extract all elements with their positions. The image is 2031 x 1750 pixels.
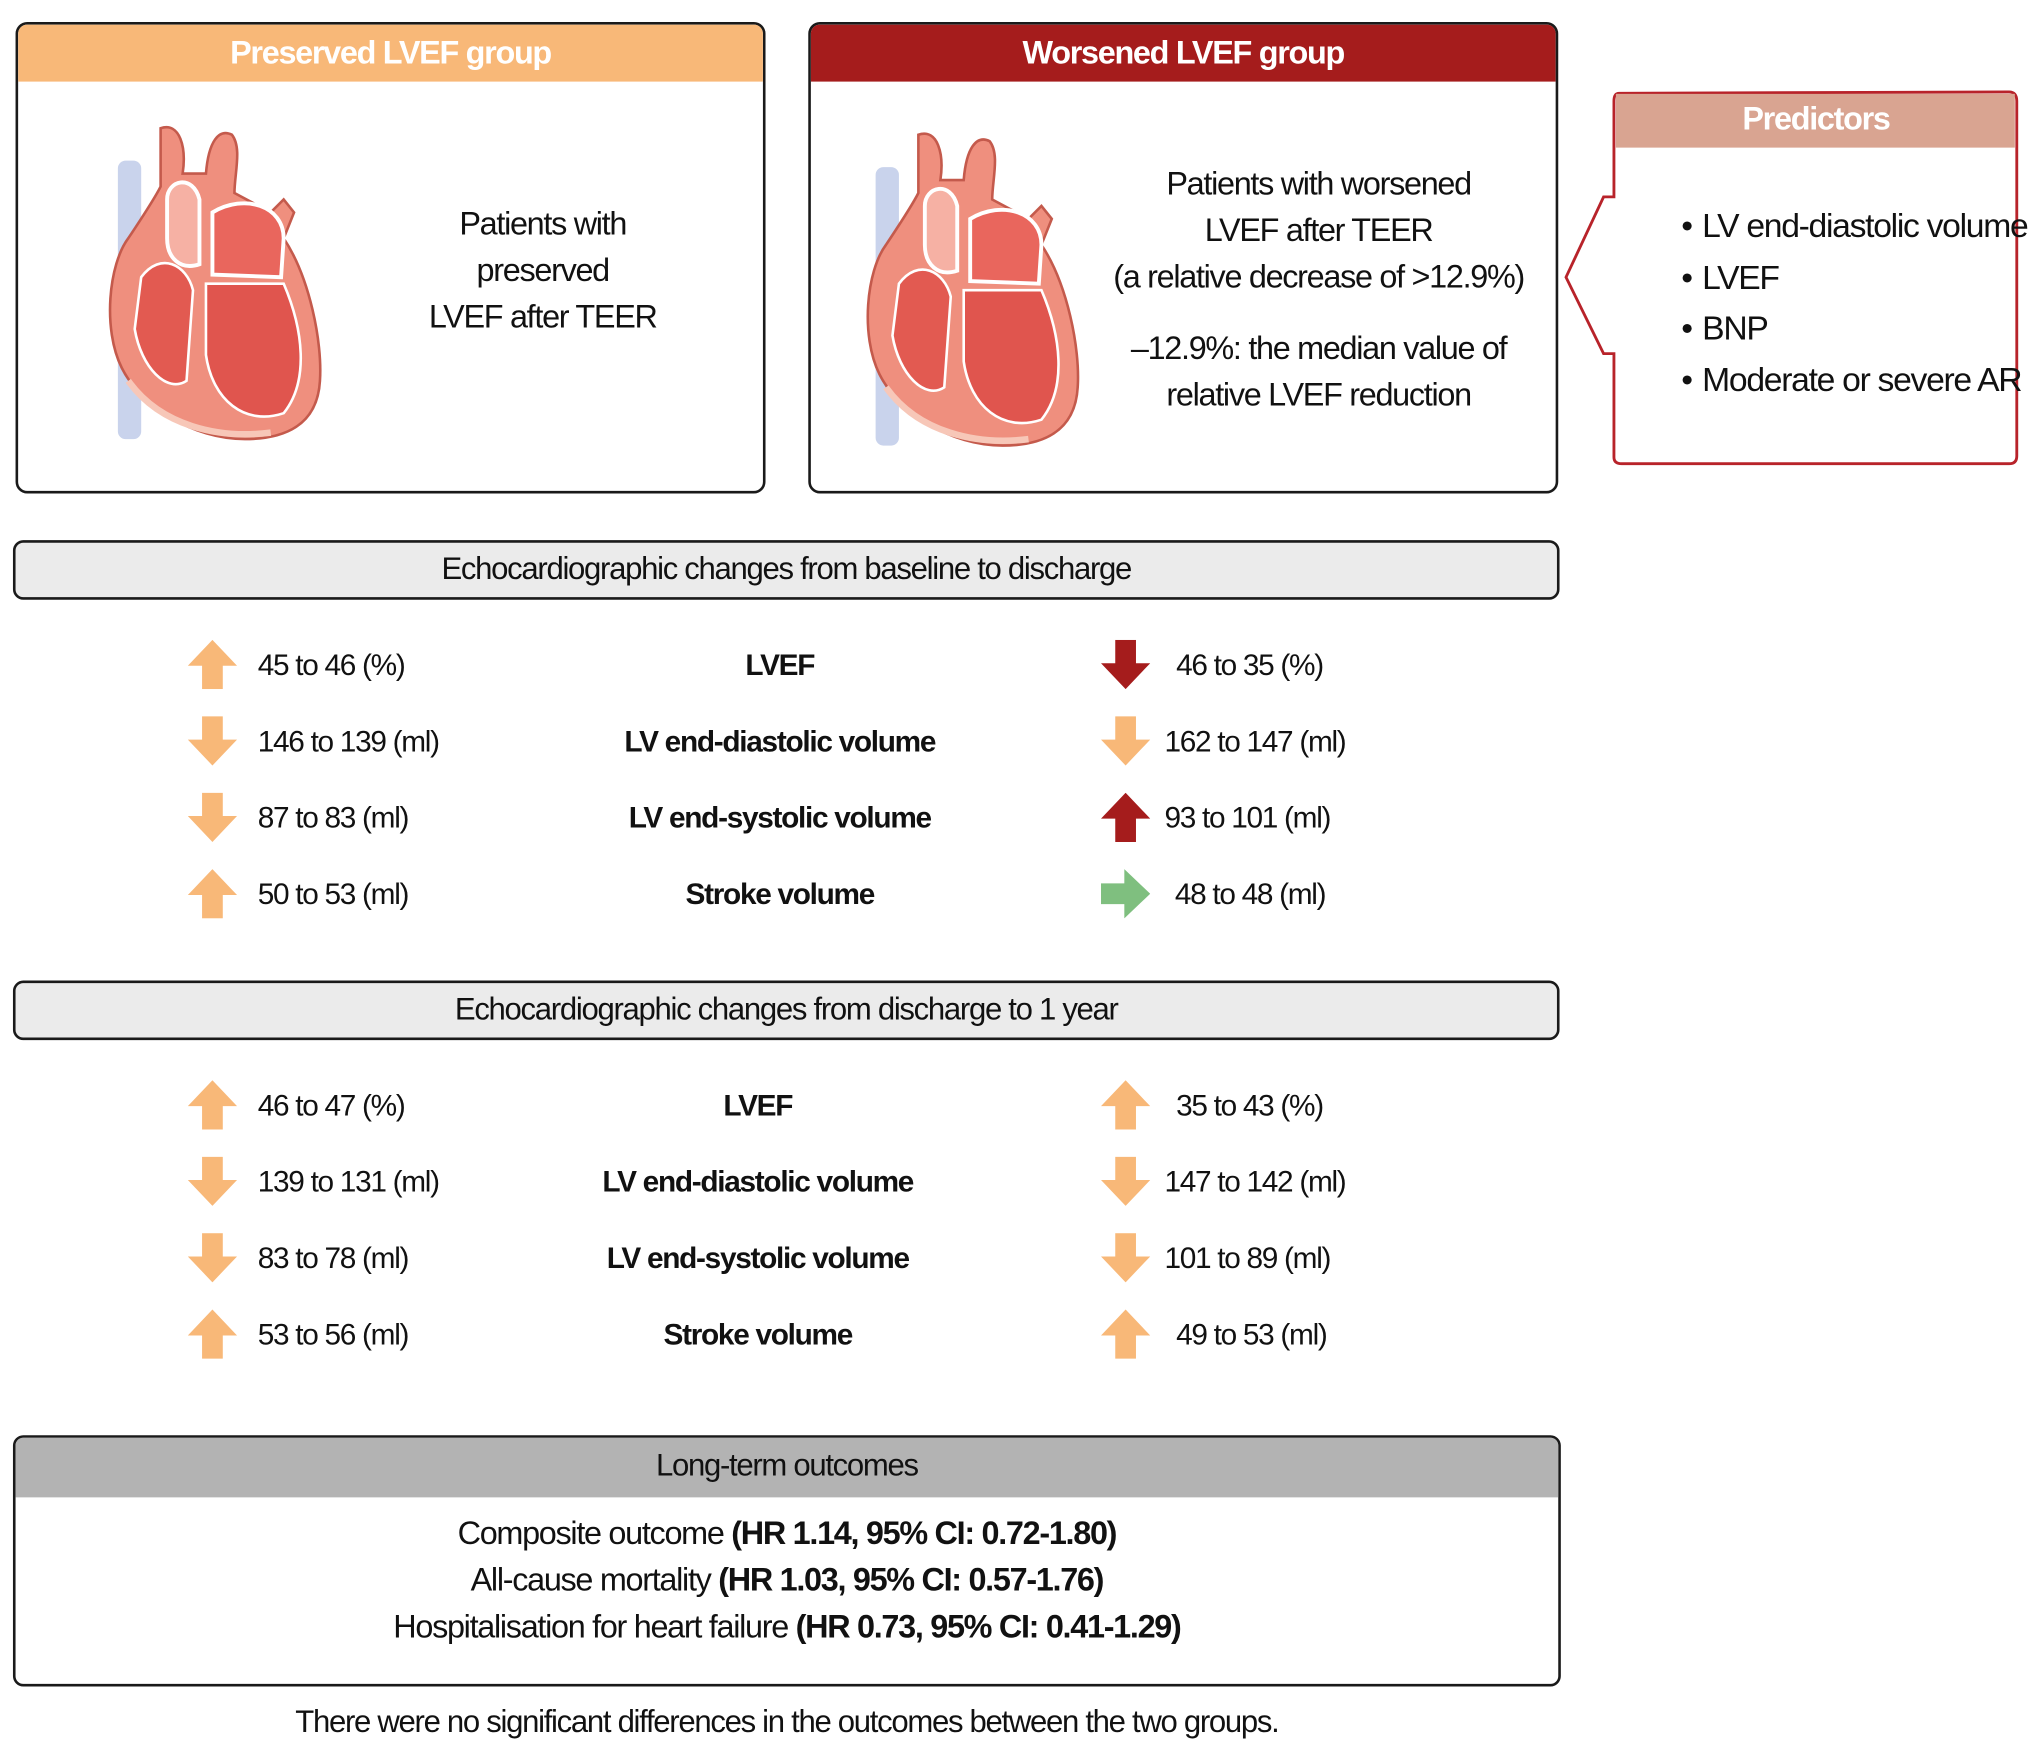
- outcome-hr: (HR 1.03, 95% CI: 0.57-1.76): [718, 1562, 1104, 1599]
- parameter-label: Stroke volume: [685, 876, 876, 911]
- outcome-hr: (HR 0.73, 95% CI: 0.41-1.29): [795, 1608, 1182, 1646]
- predictor-item: Moderate or severe AR: [1681, 354, 2027, 405]
- arrow-down-icon: [187, 1233, 238, 1283]
- arrow-up-icon: [1101, 1309, 1151, 1359]
- worsened-value: 162 to 147 (ml): [1164, 724, 1346, 758]
- parameter-label: LVEF: [745, 647, 815, 682]
- preserved-group-title: Preserved LVEF group: [18, 24, 763, 82]
- arrow-down-icon: [1101, 1156, 1151, 1206]
- preserved-group-panel: Preserved LVEF group Patients with prese…: [15, 22, 766, 494]
- arrow-up-icon: [187, 1309, 238, 1359]
- parameter-label: LV end-diastolic volume: [602, 1164, 914, 1199]
- preserved-value: 87 to 83 (ml): [257, 800, 410, 835]
- preserved-line: Patients with: [459, 205, 627, 243]
- preserved-value: 83 to 78 (ml): [257, 1240, 410, 1275]
- comparison-row: 50 to 53 (ml) Stroke volume 48 to 48 (ml…: [0, 868, 1554, 920]
- outcomes-list: Composite outcome (HR 1.14, 95% CI: 0.72…: [16, 1497, 1559, 1650]
- worsened-value: 46 to 35 (%): [1176, 647, 1324, 682]
- comparison-row: 83 to 78 (ml) LV end-systolic volume 101…: [0, 1232, 1554, 1284]
- worsened-value: 48 to 48 (ml): [1174, 876, 1327, 911]
- predictor-item: LVEF: [1681, 252, 2027, 303]
- worsened-value: 147 to 142 (ml): [1164, 1164, 1346, 1199]
- arrow-down-icon: [187, 716, 238, 766]
- worsened-group-title: Worsened LVEF group: [810, 24, 1556, 82]
- predictors-list: LV end-diastolic volume LVEF BNP Moderat…: [1681, 201, 2029, 406]
- worsened-value: 35 to 43 (%): [1176, 1088, 1324, 1122]
- worsened-group-panel: Worsened LVEF group Patients with worsen…: [808, 22, 1559, 494]
- parameter-label: LV end-systolic volume: [628, 800, 932, 835]
- parameter-label: LVEF: [723, 1088, 793, 1122]
- worsened-description: Patients with worsened LVEF after TEER (…: [1098, 161, 1538, 419]
- outcome-mortality: All-cause mortality (HR 1.03, 95% CI: 0.…: [16, 1557, 1559, 1604]
- comparison-row: 146 to 139 (ml) LV end-diastolic volume …: [0, 715, 1554, 767]
- outcome-hf-hospitalisation: Hospitalisation for heart failure (HR 0.…: [16, 1604, 1559, 1651]
- arrow-down-icon: [187, 1156, 238, 1206]
- parameter-label: LV end-diastolic volume: [624, 724, 936, 758]
- arrow-up-icon: [187, 639, 238, 690]
- arrow-down-icon: [1101, 1233, 1151, 1283]
- heart-illustration-icon: [866, 132, 1080, 447]
- worsened-note-line: –12.9%: the median value of: [1130, 330, 1508, 367]
- worsened-line: Patients with worsened: [1166, 165, 1472, 203]
- preserved-value: 50 to 53 (ml): [257, 876, 410, 911]
- outcome-name: Composite outcome: [457, 1515, 732, 1552]
- arrow-down-icon: [187, 792, 238, 842]
- worsened-line: LVEF after TEER: [1204, 212, 1434, 249]
- comparison-row: 53 to 56 (ml) Stroke volume 49 to 53 (ml…: [0, 1308, 1554, 1360]
- arrow-down-icon: [1101, 716, 1151, 766]
- preserved-description: Patients with preserved LVEF after TEER: [407, 201, 679, 341]
- outcome-name: Hospitalisation for heart failure: [393, 1608, 796, 1646]
- outcomes-title: Long-term outcomes: [15, 1437, 1559, 1498]
- preserved-value: 46 to 47 (%): [257, 1088, 406, 1122]
- heart-illustration-icon: [108, 125, 322, 441]
- long-term-outcomes-panel: Long-term outcomes Composite outcome (HR…: [12, 1435, 1561, 1687]
- parameter-label: Stroke volume: [663, 1317, 854, 1351]
- preserved-line: preserved: [476, 252, 611, 289]
- arrow-up-icon: [1101, 792, 1151, 842]
- arrow-up-icon: [187, 869, 238, 919]
- arrow-down-icon: [1101, 639, 1151, 690]
- preserved-value: 53 to 56 (ml): [257, 1317, 410, 1351]
- worsened-value: 101 to 89 (ml): [1164, 1240, 1331, 1275]
- worsened-note-line: relative LVEF reduction: [1166, 376, 1472, 414]
- comparison-row: 87 to 83 (ml) LV end-systolic volume 93 …: [0, 791, 1554, 843]
- predictor-item: BNP: [1681, 303, 2027, 354]
- preserved-value: 146 to 139 (ml): [257, 724, 440, 758]
- parameter-label: LV end-systolic volume: [606, 1240, 910, 1275]
- section-header-discharge-to-1-year: Echocardiographic changes from discharge…: [12, 980, 1560, 1041]
- arrow-right-icon: [1101, 869, 1151, 919]
- worsened-line: (a relative decrease of >12.9%): [1113, 259, 1525, 296]
- preserved-value: 139 to 131 (ml): [257, 1164, 440, 1199]
- comparison-row: 139 to 131 (ml) LV end-diastolic volume …: [0, 1155, 1554, 1207]
- footer-note: There were no significant differences in…: [295, 1704, 1279, 1740]
- predictors-title: Predictors: [1742, 101, 1891, 138]
- predictor-item: LV end-diastolic volume: [1681, 201, 2029, 252]
- preserved-line: LVEF after TEER: [428, 299, 658, 336]
- outcome-hr: (HR 1.14, 95% CI: 0.72-1.80): [731, 1515, 1117, 1552]
- outcome-composite: Composite outcome (HR 1.14, 95% CI: 0.72…: [16, 1510, 1559, 1557]
- worsened-value: 49 to 53 (ml): [1176, 1317, 1328, 1351]
- outcome-name: All-cause mortality: [470, 1562, 719, 1599]
- comparison-row: 45 to 46 (%) LVEF 46 to 35 (%): [0, 639, 1554, 691]
- worsened-value: 93 to 101 (ml): [1164, 800, 1331, 835]
- section-header-baseline-to-discharge: Echocardiographic changes from baseline …: [12, 540, 1560, 600]
- arrow-up-icon: [187, 1080, 238, 1130]
- arrow-up-icon: [1101, 1080, 1151, 1130]
- comparison-row: 46 to 47 (%) LVEF 35 to 43 (%): [0, 1079, 1554, 1131]
- preserved-value: 45 to 46 (%): [257, 647, 406, 682]
